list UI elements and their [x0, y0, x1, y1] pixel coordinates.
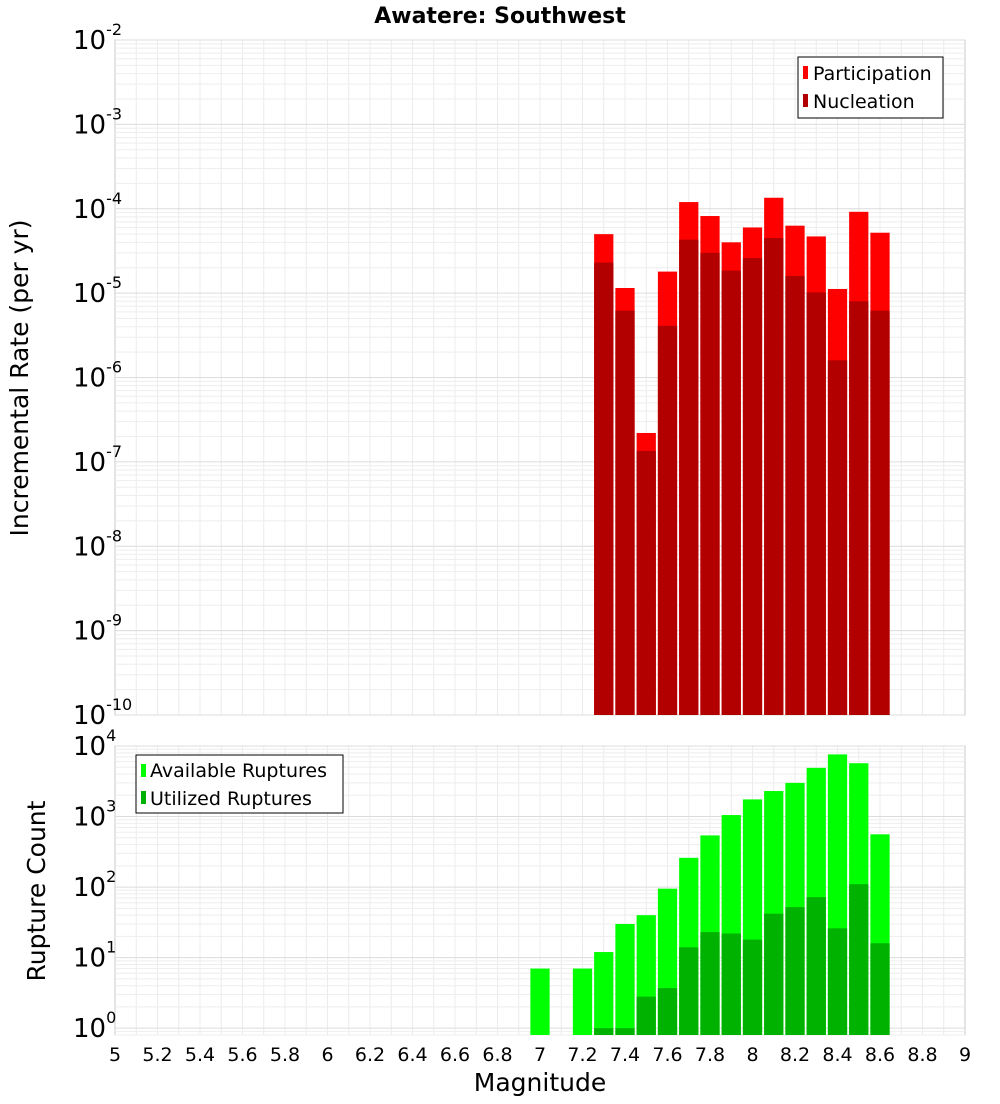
legend-label-nucleation: Nucleation	[813, 91, 915, 113]
top-bar-nucleation	[679, 239, 699, 716]
bottom-y-tick-label: 101	[73, 938, 116, 974]
top-bar-nucleation	[700, 252, 720, 715]
top-bar-nucleation	[785, 275, 805, 715]
legend-label-participation: Participation	[813, 63, 932, 85]
legend-swatch-available-ruptures	[141, 764, 146, 777]
x-tick-label: 6.8	[482, 1044, 512, 1066]
top-y-tick-label: 10-2	[73, 20, 122, 56]
top-y-tick-label: 10-3	[73, 104, 122, 140]
x-tick-label: 8.2	[780, 1044, 810, 1066]
top-y-tick-label: 10-6	[73, 358, 122, 394]
x-tick-label: 7.6	[652, 1044, 682, 1066]
top-bar-nucleation	[742, 258, 763, 715]
x-tick-label: 6.6	[440, 1044, 470, 1066]
bottom-legend-box	[135, 754, 344, 814]
x-tick-label: 7.8	[695, 1044, 725, 1066]
top-bar-nucleation	[806, 292, 826, 715]
bottom-bar-utilized-ruptures	[700, 932, 720, 1035]
bottom-y-tick-label: 104	[73, 726, 116, 762]
top-legend: Participation Nucleation	[797, 56, 944, 119]
chart-title: Awatere: Southwest	[374, 4, 626, 29]
bottom-y-axis-label: Rupture Count	[22, 800, 51, 981]
legend-label-available-ruptures: Available Ruptures	[150, 760, 327, 782]
x-tick-label: 8.8	[907, 1044, 937, 1066]
top-bar-nucleation	[849, 301, 869, 715]
bottom-y-tick-label: 103	[73, 797, 116, 833]
bottom-bar-utilized-ruptures	[657, 988, 678, 1035]
bottom-bar-utilized-ruptures	[827, 928, 848, 1035]
x-tick-label: 5.6	[227, 1044, 257, 1066]
x-tick-label: 7.4	[610, 1044, 640, 1066]
top-bar-nucleation	[870, 310, 890, 715]
top-bar-nucleation	[657, 325, 678, 715]
top-bar-nucleation	[636, 450, 656, 715]
bottom-legend: Available Ruptures Utilized Ruptures	[135, 754, 344, 814]
x-tick-label: 8	[746, 1044, 758, 1066]
x-tick-label: 8.6	[865, 1044, 895, 1066]
x-tick-label: 8.4	[822, 1044, 852, 1066]
top-bar-nucleation	[615, 310, 635, 715]
legend-swatch-participation	[803, 66, 808, 79]
top-y-tick-label: 10-10	[73, 695, 132, 731]
bottom-bar-available-ruptures	[615, 923, 635, 1035]
top-bar-nucleation	[827, 360, 848, 715]
top-y-tick-label: 10-4	[73, 189, 122, 225]
x-tick-label: 6	[321, 1044, 333, 1066]
bottom-y-tick-label: 100	[73, 1008, 116, 1044]
x-tick-label: 6.2	[355, 1044, 385, 1066]
bottom-y-ticks: 104 103 102 101 100	[73, 726, 116, 1044]
bottom-bar-available-ruptures	[572, 968, 593, 1035]
bottom-bar-utilized-ruptures	[594, 1028, 614, 1035]
x-tick-label: 5.2	[142, 1044, 172, 1066]
top-y-tick-label: 10-9	[73, 611, 122, 647]
top-y-tick-label: 10-8	[73, 526, 122, 562]
top-bar-nucleation	[594, 262, 614, 715]
bottom-bar-utilized-ruptures	[785, 907, 805, 1035]
legend-swatch-nucleation	[803, 94, 808, 107]
x-tick-label: 9	[959, 1044, 971, 1066]
top-y-ticks: 10-2 10-3 10-4 10-5 10-6 10-7 10-8 10-9 10-10	[73, 20, 132, 731]
bottom-bar-available-ruptures	[594, 952, 614, 1035]
x-tick-label: 5.8	[270, 1044, 300, 1066]
legend-swatch-utilized-ruptures	[141, 791, 146, 804]
bottom-bar-utilized-ruptures	[636, 996, 656, 1035]
top-y-tick-label: 10-7	[73, 442, 122, 478]
bottom-bar-utilized-ruptures	[742, 939, 763, 1035]
x-tick-label: 6.4	[397, 1044, 427, 1066]
top-y-axis-label: Incremental Rate (per yr)	[5, 220, 34, 537]
bottom-bar-utilized-ruptures	[721, 933, 741, 1035]
top-y-tick-label: 10-5	[73, 273, 122, 309]
legend-label-utilized-ruptures: Utilized Ruptures	[150, 788, 312, 810]
x-tick-label: 7	[534, 1044, 546, 1066]
top-legend-box	[797, 56, 944, 119]
bottom-y-tick-label: 102	[73, 867, 116, 903]
top-bars	[594, 197, 890, 716]
x-tick-label: 5	[109, 1044, 121, 1066]
bottom-bar-utilized-ruptures	[870, 943, 890, 1035]
bottom-bars	[530, 754, 890, 1035]
bottom-bar-utilized-ruptures	[806, 897, 826, 1035]
x-axis-label: Magnitude	[474, 1068, 606, 1097]
bottom-panel: 104 103 102 101 100 Rupture Count Available …	[22, 726, 966, 1044]
bottom-bar-utilized-ruptures	[679, 947, 699, 1035]
bottom-bar-utilized-ruptures	[764, 913, 784, 1035]
top-bar-nucleation	[764, 238, 784, 715]
bottom-bar-utilized-ruptures	[849, 884, 869, 1035]
bottom-bar-available-ruptures	[530, 968, 550, 1035]
top-bar-nucleation	[721, 270, 741, 715]
x-tick-labels: 5 5.2 5.4 5.6 5.8 6 6.2 6.4 6.6 6.8 7 7.2 7.4 7.6 7.8 8…	[109, 1044, 971, 1066]
bottom-bar-utilized-ruptures	[615, 1028, 635, 1035]
x-tick-label: 7.2	[567, 1044, 597, 1066]
x-tick-label: 5.4	[185, 1044, 215, 1066]
top-panel: 10-2 10-3 10-4 10-5 10-6 10-7 10-8 10-9 10-10 In…	[5, 20, 966, 731]
